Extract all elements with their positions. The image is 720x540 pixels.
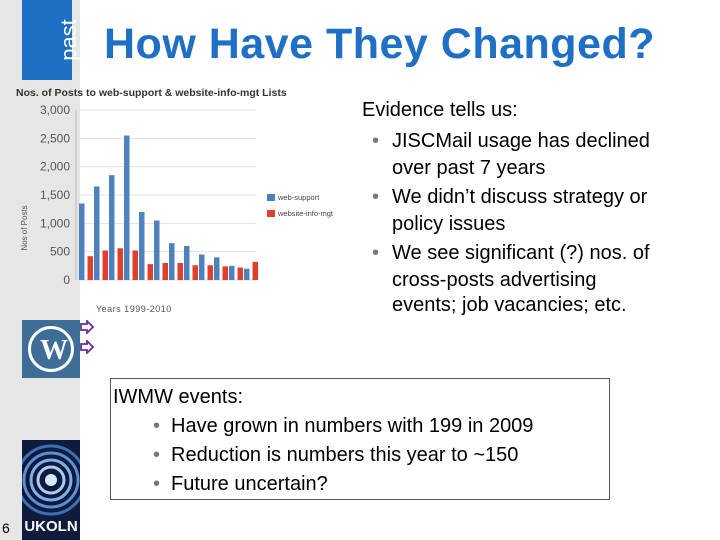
evidence-panel: Evidence tells us: JISCMail usage has de… xyxy=(362,95,712,319)
bar-website-info-mgt-2009 xyxy=(237,267,243,280)
arrow-right-icon xyxy=(80,340,94,354)
bar-web-support-2000 xyxy=(94,186,100,280)
section-tab-label: past xyxy=(56,19,81,61)
ukoln-logo-text: UKOLN xyxy=(24,518,78,535)
wordpress-icon: W xyxy=(28,326,74,372)
legend-swatch xyxy=(267,210,275,217)
bullet-text: over past 7 years xyxy=(392,157,546,179)
iwmw-bullet: Reduction is numbers this year to ~150 xyxy=(113,441,609,470)
bar-website-info-mgt-2004 xyxy=(162,263,168,280)
ukoln-swirl-icon xyxy=(22,444,80,516)
posts-bar-chart: Nos. of Posts to web-support & website-i… xyxy=(16,87,334,314)
bullet-text: cross-posts advertising xyxy=(392,269,597,291)
y-tick-label: 1,500 xyxy=(40,188,70,202)
bar-website-info-mgt-1999 xyxy=(87,256,93,280)
bar-web-support-2005 xyxy=(169,243,175,280)
legend-swatch xyxy=(267,194,275,201)
legend-label: website-info-mgt xyxy=(277,209,334,218)
ukoln-logo xyxy=(22,440,80,540)
bar-web-support-2003 xyxy=(139,212,145,280)
evidence-bullet: We see significant (?) nos. of cross-pos… xyxy=(366,238,712,319)
iwmw-heading: IWMW events: xyxy=(113,386,244,408)
bar-website-info-mgt-2010 xyxy=(252,261,258,280)
bar-website-info-mgt-2003 xyxy=(147,264,153,280)
bar-website-info-mgt-2005 xyxy=(177,263,183,280)
section-tab: past xyxy=(22,0,81,80)
bullet-text: We didn’t discuss strategy or xyxy=(392,186,648,208)
bar-website-info-mgt-2001 xyxy=(117,248,123,280)
y-tick-label: 1,000 xyxy=(40,216,70,230)
bullet-text: events; job vacancies; etc. xyxy=(392,294,627,316)
y-tick-label: 2,000 xyxy=(40,160,70,174)
bar-website-info-mgt-2007 xyxy=(207,265,213,280)
bar-web-support-2009 xyxy=(229,265,235,280)
y-tick-label: 0 xyxy=(63,273,70,287)
bar-web-support-2001 xyxy=(109,175,115,280)
iwmw-bullet: Future uncertain? xyxy=(113,470,609,499)
bullet-text: policy issues xyxy=(392,213,506,235)
iwmw-list: Have grown in numbers with 199 in 2009 R… xyxy=(113,412,609,499)
evidence-list: JISCMail usage has declined over past 7 … xyxy=(362,126,712,319)
bar-web-support-1999 xyxy=(79,203,85,280)
y-axis-label: Nos of Posts xyxy=(20,205,29,250)
y-tick-label: 500 xyxy=(50,245,70,259)
evidence-bullet: JISCMail usage has declined over past 7 … xyxy=(366,126,712,182)
bullet-text: We see significant (?) nos. of xyxy=(392,242,650,264)
bar-web-support-2010 xyxy=(244,268,250,280)
iwmw-events-box: IWMW events: Have grown in numbers with … xyxy=(110,378,610,500)
page-number: 6 xyxy=(2,520,10,536)
arrow-right-icon xyxy=(80,320,94,334)
legend-label: web-support xyxy=(277,193,320,202)
bar-web-support-2002 xyxy=(124,135,130,280)
bar-website-info-mgt-2000 xyxy=(102,250,108,280)
bar-website-info-mgt-2002 xyxy=(132,250,138,280)
iwmw-bullet: Have grown in numbers with 199 in 2009 xyxy=(113,412,609,441)
bar-web-support-2007 xyxy=(199,254,205,280)
x-axis-label: Years 1999-2010 xyxy=(96,304,172,314)
bar-web-support-2008 xyxy=(214,257,220,280)
bar-website-info-mgt-2006 xyxy=(192,265,198,280)
evidence-heading: Evidence tells us: xyxy=(362,99,518,121)
chart-title: Nos. of Posts to web-support & website-i… xyxy=(16,87,287,99)
bar-website-info-mgt-2008 xyxy=(222,266,228,280)
bar-web-support-2004 xyxy=(154,220,160,280)
evidence-bullet: We didn’t discuss strategy or policy iss… xyxy=(366,182,712,238)
bullet-text: JISCMail usage has declined xyxy=(392,130,650,152)
wordpress-logo: W xyxy=(22,320,80,378)
y-tick-label: 2,500 xyxy=(40,131,70,145)
y-tick-label: 3,000 xyxy=(40,103,70,117)
bar-web-support-2006 xyxy=(184,246,190,280)
slide-title: How Have They Changed? xyxy=(104,20,655,68)
